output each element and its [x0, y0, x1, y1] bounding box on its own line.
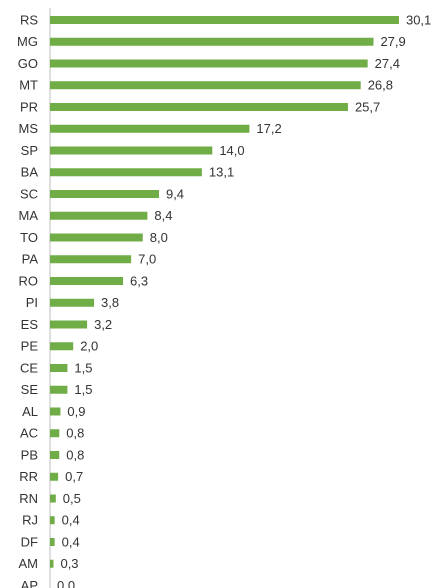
- value-label: 6,3: [130, 273, 148, 288]
- bar: [50, 407, 61, 416]
- bar: [50, 298, 95, 307]
- category-label: MA: [19, 208, 39, 223]
- category-label: RJ: [22, 513, 38, 528]
- value-label: 25,7: [355, 99, 380, 114]
- bar: [50, 16, 399, 24]
- value-label: 17,2: [256, 121, 281, 136]
- value-label: 0,5: [63, 491, 81, 506]
- bar: [50, 168, 202, 177]
- category-label: PB: [21, 447, 38, 462]
- value-label: 8,0: [150, 230, 168, 245]
- value-label: 27,9: [380, 34, 405, 49]
- bar: [50, 211, 148, 220]
- value-label: 0,0: [57, 578, 75, 588]
- value-label: 26,8: [368, 78, 393, 93]
- category-label: SP: [21, 143, 38, 158]
- bar: [50, 103, 348, 111]
- value-label: 14,0: [219, 143, 244, 158]
- bar: [50, 364, 68, 372]
- value-label: 2,0: [80, 339, 98, 354]
- value-label: 9,4: [166, 186, 184, 201]
- value-label: 13,1: [209, 165, 234, 180]
- category-label: GO: [18, 56, 38, 71]
- category-label: PR: [20, 99, 38, 114]
- category-label: AL: [22, 404, 38, 419]
- bar: [50, 277, 124, 285]
- value-label: 3,2: [94, 317, 112, 332]
- bar: [50, 124, 250, 133]
- bar: [50, 559, 54, 568]
- category-label: MS: [19, 121, 39, 136]
- category-label: PI: [26, 295, 38, 310]
- value-label: 0,4: [62, 534, 80, 549]
- bar: [50, 320, 88, 329]
- value-label: 1,5: [74, 382, 92, 397]
- value-label: 1,5: [74, 360, 92, 375]
- bar: [50, 233, 143, 242]
- category-label: AM: [19, 556, 39, 571]
- category-label: PA: [22, 252, 39, 267]
- bar: [50, 516, 55, 525]
- category-label: SE: [21, 382, 39, 397]
- value-label: 0,4: [62, 513, 80, 528]
- category-label: SC: [20, 186, 38, 201]
- category-label: MG: [17, 34, 38, 49]
- value-label: 0,9: [67, 404, 85, 419]
- value-label: 0,8: [66, 447, 84, 462]
- bar: [50, 255, 132, 264]
- bar: [50, 472, 59, 481]
- value-label: 0,3: [60, 556, 78, 571]
- bar: [50, 342, 74, 351]
- value-label: 27,4: [375, 56, 400, 71]
- bar: [50, 81, 361, 90]
- category-label: AC: [20, 426, 38, 441]
- bar: [50, 538, 55, 546]
- value-label: 30,1: [406, 12, 431, 27]
- category-label: RO: [19, 273, 39, 288]
- category-label: TO: [20, 230, 38, 245]
- value-label: 8,4: [154, 208, 172, 223]
- value-label: 3,8: [101, 295, 119, 310]
- bar: [50, 146, 213, 155]
- category-label: RS: [20, 12, 38, 27]
- category-label: BA: [21, 165, 39, 180]
- value-label: 0,8: [66, 426, 84, 441]
- bar: [50, 385, 68, 394]
- bar: [50, 37, 374, 46]
- category-label: RN: [19, 491, 38, 506]
- bar: [50, 59, 368, 68]
- value-label: 0,7: [65, 469, 83, 484]
- bar: [50, 190, 159, 198]
- category-label: AP: [21, 578, 38, 588]
- category-label: DF: [21, 534, 38, 549]
- bar: [50, 451, 60, 459]
- category-label: ES: [21, 317, 39, 332]
- category-label: MT: [19, 78, 38, 93]
- bar: [50, 494, 56, 503]
- bar: [50, 429, 60, 438]
- category-label: CE: [20, 360, 38, 375]
- value-label: 7,0: [138, 252, 156, 267]
- category-label: RR: [19, 469, 38, 484]
- category-label: PE: [21, 339, 39, 354]
